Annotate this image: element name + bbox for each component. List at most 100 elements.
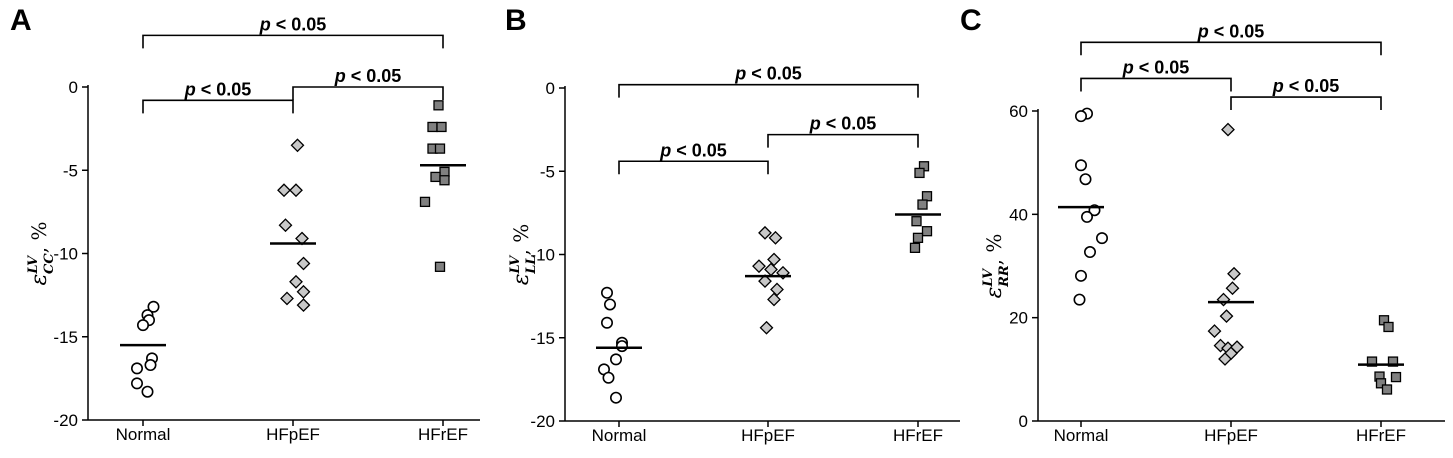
p-value-label: p < 0.05 xyxy=(1272,76,1340,96)
y-tick-label: -20 xyxy=(530,412,555,431)
panel-b: B 0 -5 -10 -15 -20 Normal HFpEF HFrEF εLVLL, % p <… xyxy=(505,4,960,445)
y-axis-label: εLVRR, % xyxy=(981,234,1012,299)
y-tick-label: 40 xyxy=(1009,205,1028,224)
data-point-normal xyxy=(141,385,154,398)
significance-bracket xyxy=(1080,41,1382,56)
x-tick-label: Normal xyxy=(1054,426,1109,445)
significance-bracket xyxy=(767,133,919,148)
y-tick-label: -15 xyxy=(530,329,555,348)
significance-bracket xyxy=(618,83,919,98)
data-point-hfref xyxy=(911,216,922,227)
data-point-hfpef xyxy=(1207,324,1222,339)
data-point-hfref xyxy=(439,175,450,186)
data-point-hfref xyxy=(419,196,431,208)
panel-letter: B xyxy=(505,4,527,37)
data-point-hfpef xyxy=(290,138,305,153)
data-point-hfref xyxy=(917,199,928,210)
x-tick-label: HFpEF xyxy=(1204,426,1258,445)
p-value-label: p < 0.05 xyxy=(184,79,252,99)
y-tick-label: 0 xyxy=(69,78,78,97)
data-point-hfpef xyxy=(289,274,303,289)
data-point-hfpef xyxy=(758,274,772,289)
data-point-hfpef xyxy=(759,320,774,335)
data-point-normal xyxy=(147,300,160,313)
data-point-normal xyxy=(1075,110,1088,123)
p-value-label: p < 0.05 xyxy=(734,64,802,84)
x-tick-label: HFrEF xyxy=(418,425,468,444)
significance-bracket xyxy=(292,86,444,100)
significance-bracket xyxy=(1230,96,1382,111)
data-point-hfpef xyxy=(758,225,772,240)
data-point-hfref xyxy=(1375,378,1387,389)
y-tick-label: -5 xyxy=(540,162,555,181)
data-point-hfref xyxy=(439,166,450,178)
data-point-hfref xyxy=(921,226,933,237)
p-value-label: p < 0.05 xyxy=(1197,21,1265,41)
data-point-normal xyxy=(1075,269,1088,282)
data-point-hfpef xyxy=(1218,352,1232,366)
data-point-normal xyxy=(1075,159,1088,172)
data-point-normal xyxy=(600,286,613,299)
y-tick-label: -10 xyxy=(53,245,78,264)
data-point-hfpef xyxy=(278,218,293,233)
y-tick-label: -5 xyxy=(63,161,78,180)
data-point-normal xyxy=(609,391,622,404)
data-point-hfref xyxy=(914,167,925,179)
data-point-hfpef xyxy=(277,183,291,198)
significance-bracket xyxy=(1080,77,1232,92)
data-point-hfpef xyxy=(1219,309,1234,324)
panel-c: C 0 20 40 60 Normal HFpEF HFrEF εLVRR, % p < 0.05… xyxy=(960,4,1445,445)
x-tick-label: HFrEF xyxy=(1356,426,1406,445)
p-value-label: p < 0.05 xyxy=(259,14,327,34)
data-point-normal xyxy=(615,340,628,353)
y-axis-label: εLVCC, % xyxy=(26,222,57,286)
significance-bracket xyxy=(618,160,769,175)
data-point-hfpef xyxy=(296,298,311,313)
data-point-hfpef xyxy=(1216,292,1231,307)
significance-bracket xyxy=(142,99,294,114)
panel-letter: C xyxy=(960,4,982,37)
data-point-hfref xyxy=(1387,356,1399,367)
data-point-hfref xyxy=(921,191,933,202)
data-point-hfpef xyxy=(289,183,303,198)
data-point-hfref xyxy=(430,171,441,183)
data-point-hfpef xyxy=(768,230,783,245)
x-tick-label: HFpEF xyxy=(266,425,320,444)
data-point-hfref xyxy=(433,100,444,111)
data-point-normal xyxy=(1096,232,1109,245)
p-value-label: p < 0.05 xyxy=(334,66,402,86)
data-point-hfpef xyxy=(767,292,781,307)
data-point-hfpef xyxy=(764,262,778,277)
data-point-normal xyxy=(131,377,144,390)
data-point-normal xyxy=(131,362,144,375)
data-point-normal xyxy=(137,319,150,332)
data-point-hfref xyxy=(436,121,447,133)
data-point-hfpef xyxy=(1227,266,1241,281)
y-axis-label: εLVLL, % xyxy=(508,224,539,286)
y-tick-label: 0 xyxy=(1019,412,1028,431)
data-point-hfref xyxy=(912,232,924,244)
data-point-normal xyxy=(1081,210,1094,223)
data-point-hfref xyxy=(1381,384,1393,395)
data-point-normal xyxy=(602,371,615,384)
data-point-hfref xyxy=(1383,321,1394,333)
data-point-hfpef xyxy=(296,284,311,299)
p-value-label: p < 0.05 xyxy=(659,140,727,160)
data-point-normal xyxy=(600,316,613,329)
data-point-hfref xyxy=(1366,356,1378,367)
data-point-hfpef xyxy=(1221,122,1235,137)
data-point-hfpef xyxy=(752,259,766,274)
x-tick-label: HFrEF xyxy=(893,426,943,445)
y-tick-label: -20 xyxy=(53,411,78,430)
x-tick-label: Normal xyxy=(592,426,647,445)
data-point-normal xyxy=(603,298,616,311)
data-point-normal xyxy=(1084,246,1097,259)
p-value-label: p < 0.05 xyxy=(1122,57,1190,77)
data-point-normal xyxy=(1079,173,1092,186)
significance-bracket xyxy=(142,34,444,49)
data-point-hfpef xyxy=(1230,340,1244,355)
data-point-hfpef xyxy=(280,291,294,306)
data-point-hfpef xyxy=(770,282,784,297)
data-point-normal xyxy=(1073,293,1086,306)
